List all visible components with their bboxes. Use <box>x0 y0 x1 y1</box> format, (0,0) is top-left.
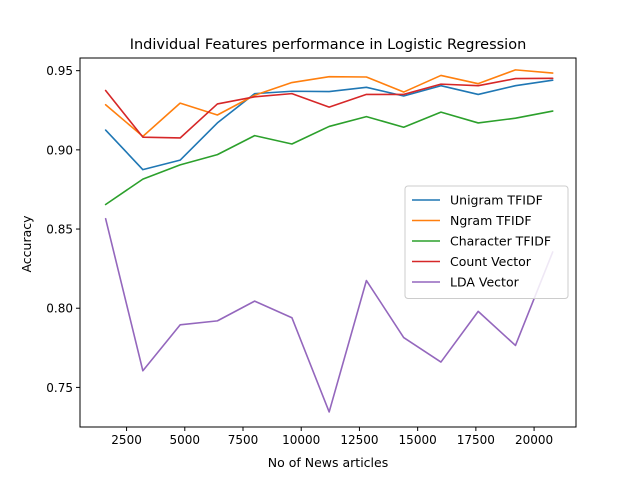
y-tick-label: 0.80 <box>46 302 73 316</box>
legend-label-count-vector: Count Vector <box>450 254 532 269</box>
y-tick-label: 0.95 <box>46 64 73 78</box>
series-line-ngram-tfidf <box>104 69 554 138</box>
legend-box <box>404 185 569 299</box>
x-axis-ticks: 2500 5000 7500 10000 12500 15000 17500 20000 <box>111 427 553 447</box>
x-tick-label: 5000 <box>170 433 201 447</box>
plot-frame <box>79 57 577 428</box>
x-tick-label: 2500 <box>111 433 142 447</box>
x-tick-label: 10000 <box>282 433 320 447</box>
legend-label-ngram-tfidf: Ngram TFIDF <box>450 213 532 228</box>
x-tick-label: 12500 <box>340 433 378 447</box>
chart-title: Individual Features performance in Logis… <box>130 37 527 53</box>
legend: Unigram TFIDF Ngram TFIDF Character TFIDF C… <box>404 185 569 299</box>
x-axis-label: No of News articles <box>268 455 388 470</box>
x-tick-label: 20000 <box>515 433 553 447</box>
plot-lines <box>104 69 554 413</box>
legend-label-character-tfidf: Character TFIDF <box>450 234 551 249</box>
y-axis-ticks: 0.75 0.80 0.85 0.90 0.95 <box>46 64 80 395</box>
series-line-count-vector <box>104 77 554 139</box>
y-tick-label: 0.75 <box>46 381 73 395</box>
legend-label-unigram-tfidf: Unigram TFIDF <box>450 193 543 208</box>
x-tick-label: 15000 <box>399 433 437 447</box>
x-tick-label: 7500 <box>228 433 259 447</box>
series-line-character-tfidf <box>104 110 554 206</box>
series-line-unigram-tfidf <box>104 79 554 171</box>
x-tick-label: 17500 <box>457 433 495 447</box>
legend-label-lda-vector: LDA Vector <box>450 275 520 290</box>
y-axis-label: Accuracy <box>19 215 34 273</box>
y-tick-label: 0.90 <box>46 143 73 157</box>
y-tick-label: 0.85 <box>46 223 73 237</box>
series-line-lda-vector <box>104 217 554 413</box>
